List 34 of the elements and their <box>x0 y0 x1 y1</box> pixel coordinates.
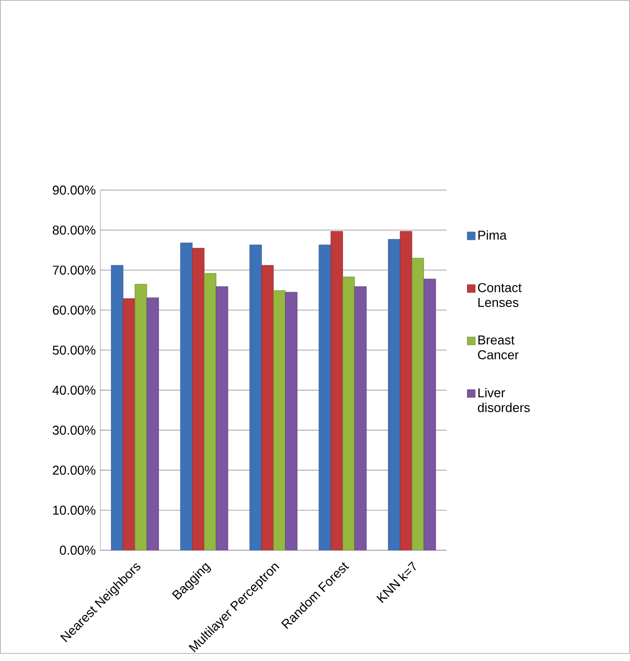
bar <box>330 231 343 550</box>
bar <box>354 286 367 550</box>
bar <box>412 258 424 550</box>
legend-label: Contact Lenses <box>478 283 522 308</box>
legend-label: Breast Cancer <box>478 336 519 360</box>
bar <box>424 278 436 550</box>
y-tick-label: 10.00% <box>53 506 96 515</box>
legend-label: Pima <box>478 230 507 240</box>
bar <box>134 284 148 550</box>
bar <box>192 248 204 550</box>
bar <box>146 298 159 550</box>
y-tick-label: 80.00% <box>52 226 96 235</box>
bar <box>180 242 193 550</box>
y-tick-label: 60.00% <box>52 306 96 315</box>
bar <box>342 276 355 550</box>
bar <box>122 298 136 550</box>
y-tick-label: 70.00% <box>52 266 96 275</box>
y-tick-label: 50.00% <box>52 346 96 355</box>
bar <box>204 273 216 550</box>
y-tick-label: 20.00% <box>52 466 96 475</box>
bar <box>400 231 412 550</box>
bar <box>250 244 262 550</box>
bar <box>216 286 228 550</box>
bar <box>261 265 274 550</box>
legend-label: Liver disorders <box>478 388 530 412</box>
bar <box>318 244 332 550</box>
bar <box>273 290 286 550</box>
y-tick-label: 30.00% <box>52 426 96 435</box>
bar <box>388 239 400 550</box>
y-tick-label: 90.00% <box>52 186 96 195</box>
y-tick-label: 0.00% <box>60 546 96 555</box>
bar <box>285 292 298 550</box>
bar <box>111 265 124 550</box>
y-tick-label: 40.00% <box>52 386 96 395</box>
